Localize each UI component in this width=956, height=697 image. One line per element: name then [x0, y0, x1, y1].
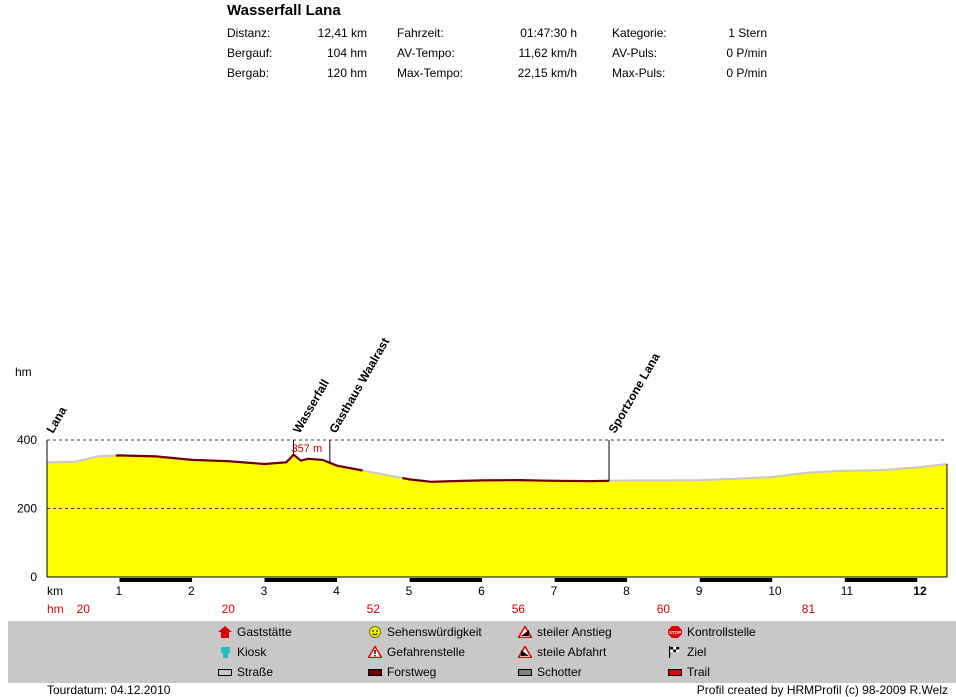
peak-elevation-label: 357 m [292, 443, 323, 455]
legend-label: steile Abfahrt [537, 645, 607, 659]
legend-item: Trail [668, 665, 710, 679]
legend-item: Gefahrenstelle [367, 645, 466, 659]
segment-hm-value: 81 [802, 602, 816, 616]
place-label: Lana [43, 404, 69, 436]
legend-item: Sehenswürdigkeit [368, 625, 482, 639]
legend-item: STOP Kontrollstelle [668, 625, 756, 639]
forest-road-icon [368, 666, 382, 678]
stat-value: 12,41 km [317, 26, 367, 40]
stat-value: 120 hm [326, 66, 367, 80]
stat-value: 22,15 km/h [517, 66, 577, 80]
stat-label: Bergab: [227, 66, 270, 80]
stat-value: 1 Stern [728, 26, 767, 40]
legend-item: Kiosk [218, 645, 266, 659]
x-axis-label: km [47, 584, 63, 598]
legend-panel: Gaststätte Kiosk Straße Sehenswürdigkeit… [8, 621, 956, 683]
km-band-segment [409, 578, 483, 582]
stat-label: Fahrzeit: [397, 26, 444, 40]
stat-label: Kategorie: [612, 26, 667, 40]
segment-hm-value: 52 [367, 602, 381, 616]
legend-item: Straße [218, 665, 273, 679]
x-tick-label: 3 [261, 584, 268, 598]
x-tick-label: 9 [696, 584, 703, 598]
legend-label: steiler Anstieg [537, 625, 612, 639]
stat-value: 0 P/min [726, 66, 767, 80]
road-icon [218, 666, 232, 678]
steep-descent-icon [517, 645, 533, 659]
surface-forest-road-line [115, 453, 331, 466]
steep-ascent-icon [517, 625, 533, 639]
legend-item: steiler Anstieg [517, 625, 612, 639]
km-band-segment [554, 578, 628, 582]
segment-hm-label: hm [47, 602, 64, 616]
stat-label: AV-Puls: [612, 46, 658, 60]
stat-label: Distanz: [227, 26, 271, 40]
kiosk-icon [218, 646, 232, 658]
stop-icon: STOP [668, 626, 682, 638]
x-tick-label: 10 [768, 584, 782, 598]
legend-item: Gaststätte [218, 625, 292, 639]
stat-value: 104 hm [326, 46, 367, 60]
legend-label: Ziel [687, 645, 707, 659]
surface-forest-road-line [329, 461, 363, 472]
legend-item: Forstweg [368, 665, 436, 679]
x-tick-label: 11 [841, 584, 854, 598]
legend-label: Schotter [537, 665, 582, 679]
legend-label: Kontrollstelle [687, 625, 756, 639]
legend-label: Straße [237, 665, 274, 679]
stat-value: 0 P/min [726, 46, 767, 60]
legend-label: Forstweg [387, 665, 437, 679]
house-icon [218, 626, 232, 638]
km-band-segment [844, 578, 918, 582]
legend-label: Gaststätte [237, 625, 292, 639]
stat-label: Max-Puls: [612, 66, 666, 80]
tour-date: Tourdatum: 04.12.2010 [47, 683, 171, 697]
x-tick-label: 6 [478, 584, 485, 598]
chart-title: Wasserfall Lana [227, 2, 341, 19]
legend-label: Gefahrenstelle [387, 645, 466, 659]
segment-hm-value: 60 [657, 602, 671, 616]
km-band-segment [699, 578, 773, 582]
warning-icon [367, 645, 383, 659]
x-tick-label: 1 [116, 584, 123, 598]
credit-text: Profil created by HRMProfil (c) 98-2009 … [696, 683, 948, 697]
x-tick-label: 5 [406, 584, 413, 598]
finish-flag-icon [668, 646, 682, 658]
legend-item: Ziel [668, 645, 706, 659]
legend-label: Trail [687, 665, 710, 679]
km-band-segment [119, 578, 193, 582]
stat-label: AV-Tempo: [397, 46, 455, 60]
segment-hm-value: 20 [222, 602, 236, 616]
stat-label: Max-Tempo: [397, 66, 464, 80]
y-axis-label: hm [15, 365, 32, 379]
km-band-segment [264, 578, 338, 582]
segment-hm-value: 20 [77, 602, 91, 616]
surface-forest-road-line [402, 476, 610, 483]
y-tick-label: 400 [17, 433, 37, 447]
legend-item: Schotter [518, 665, 582, 679]
place-label: Wasserfall [290, 377, 332, 436]
segment-hm-value: 56 [512, 602, 526, 616]
x-tick-label: 2 [188, 584, 195, 598]
x-tick-label: 4 [333, 584, 340, 598]
y-tick-label: 0 [30, 570, 37, 584]
x-tick-label: 7 [551, 584, 558, 598]
stat-value: 11,62 km/h [518, 46, 577, 60]
elevation-area [47, 454, 947, 577]
legend-label: Sehenswürdigkeit [387, 625, 482, 639]
gravel-icon [518, 666, 532, 678]
stat-value: 01:47:30 h [520, 26, 577, 40]
legend-label: Kiosk [237, 645, 267, 659]
place-label: Sportzone Lana [606, 350, 663, 435]
x-tick-label: 8 [623, 584, 630, 598]
trail-icon [668, 666, 682, 678]
x-tick-label: 12 [913, 584, 927, 598]
legend-item: steile Abfahrt [517, 645, 607, 659]
place-label: Gasthaus Waalrast [326, 335, 392, 435]
stat-label: Bergauf: [227, 46, 273, 60]
svg-text:STOP: STOP [669, 630, 681, 635]
y-tick-label: 200 [17, 502, 37, 516]
smiley-icon [368, 626, 382, 638]
